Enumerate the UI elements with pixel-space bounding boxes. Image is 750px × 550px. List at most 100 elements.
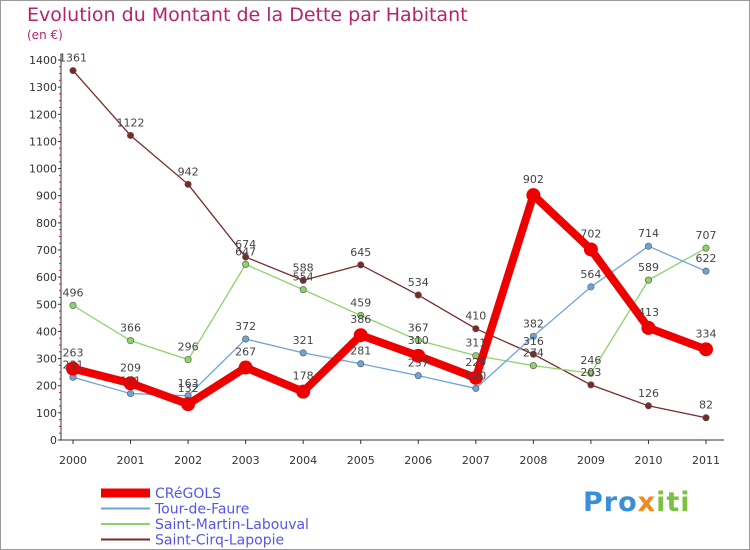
legend-label: Tour-de-Faure xyxy=(154,502,249,518)
data-label: 702 xyxy=(580,227,601,240)
data-point xyxy=(127,131,135,139)
axes xyxy=(60,54,724,441)
data-label: 554 xyxy=(293,271,314,284)
data-point xyxy=(414,336,422,344)
data-label: 126 xyxy=(638,387,659,400)
data-point xyxy=(127,337,135,345)
data-label: 459 xyxy=(350,296,371,309)
data-label: 190 xyxy=(465,369,486,382)
series-layer xyxy=(66,67,713,422)
legend-item: Saint-Cirq-Lapopie xyxy=(101,533,284,549)
x-tick-label: 2009 xyxy=(577,454,605,467)
data-point xyxy=(242,253,250,261)
data-point xyxy=(242,335,250,343)
data-label: 366 xyxy=(120,322,141,335)
data-point xyxy=(357,311,365,319)
data-point xyxy=(299,276,307,284)
x-tick-label: 2002 xyxy=(174,454,202,467)
data-point xyxy=(587,283,595,291)
data-label: 203 xyxy=(580,366,601,379)
data-label: 707 xyxy=(696,229,717,242)
proxiti-logo: Proxiti xyxy=(583,487,691,518)
y-tick-label: 1400 xyxy=(29,54,57,67)
x-tick-label: 2000 xyxy=(59,454,87,467)
data-label: 372 xyxy=(235,320,256,333)
data-point xyxy=(238,360,253,375)
data-label: 316 xyxy=(523,335,544,348)
chart-title: Evolution du Montant de la Dette par Hab… xyxy=(27,4,468,26)
data-label: 267 xyxy=(235,346,256,359)
data-label: 942 xyxy=(178,165,199,178)
data-label: 246 xyxy=(580,354,601,367)
data-point xyxy=(414,372,422,380)
y-tick-label: 1300 xyxy=(29,81,57,94)
data-point xyxy=(644,242,652,250)
data-label: 274 xyxy=(523,347,544,360)
data-point xyxy=(184,356,192,364)
data-label: 714 xyxy=(638,227,659,240)
data-labels: 263 209 132 267 178 386 310 229 902 702 413 334 231 1… xyxy=(59,52,717,412)
data-label: 178 xyxy=(293,370,314,383)
data-label: 132 xyxy=(178,382,199,395)
data-point xyxy=(702,244,710,252)
data-point xyxy=(353,328,368,343)
data-label: 163 xyxy=(178,377,199,390)
data-point xyxy=(299,349,307,357)
data-point xyxy=(411,348,426,363)
data-label: 231 xyxy=(63,358,84,371)
data-label: 171 xyxy=(120,375,141,388)
data-label: 410 xyxy=(465,310,486,323)
data-point xyxy=(66,361,80,376)
data-point xyxy=(644,402,652,410)
data-label: 647 xyxy=(235,245,256,258)
data-label: 367 xyxy=(408,321,429,334)
data-point xyxy=(699,342,713,357)
data-label: 209 xyxy=(120,361,141,374)
data-point xyxy=(644,276,652,284)
legend: CRéGOLSTour-de-FaureSaint-Martin-Labouva… xyxy=(101,486,309,549)
x-tick-label: 2003 xyxy=(232,454,260,467)
data-label: 82 xyxy=(699,399,713,412)
logo-part-3: iti xyxy=(656,487,691,518)
data-point xyxy=(529,332,537,340)
data-point xyxy=(529,350,537,358)
data-point xyxy=(242,260,250,268)
legend-label: Saint-Cirq-Lapopie xyxy=(155,533,284,549)
x-tick-label: 2010 xyxy=(634,454,662,467)
data-label: 263 xyxy=(63,347,84,360)
data-point xyxy=(181,397,196,412)
data-label: 229 xyxy=(465,356,486,369)
y-tick-label: 400 xyxy=(36,325,57,338)
data-point xyxy=(526,188,541,203)
logo-part-1: Pro xyxy=(583,487,638,518)
data-point xyxy=(472,325,480,333)
y-tick-label: 300 xyxy=(36,353,57,366)
x-tick-label: 2011 xyxy=(692,454,720,467)
y-tick-label: 1200 xyxy=(29,108,57,121)
x-tick-label: 2008 xyxy=(519,454,547,467)
data-label: 589 xyxy=(638,261,659,274)
data-label: 321 xyxy=(293,334,314,347)
y-tick-label: 0 xyxy=(50,434,57,447)
data-point xyxy=(702,267,710,275)
y-tick-label: 700 xyxy=(36,244,57,257)
data-point xyxy=(529,362,537,370)
data-label: 588 xyxy=(293,261,314,274)
data-point xyxy=(357,261,365,269)
data-point xyxy=(472,384,480,392)
data-point xyxy=(583,242,598,257)
data-label: 296 xyxy=(178,341,199,354)
data-point xyxy=(69,301,77,309)
series-line xyxy=(72,69,707,419)
data-point xyxy=(296,384,311,399)
data-label: 622 xyxy=(696,252,717,265)
data-label: 281 xyxy=(350,345,371,358)
y-tick-label: 500 xyxy=(36,298,57,311)
data-label: 386 xyxy=(350,313,371,326)
data-point xyxy=(702,414,710,422)
data-label: 310 xyxy=(408,334,429,347)
data-label: 496 xyxy=(63,286,84,299)
data-point xyxy=(299,286,307,294)
x-tick-label: 2001 xyxy=(117,454,145,467)
